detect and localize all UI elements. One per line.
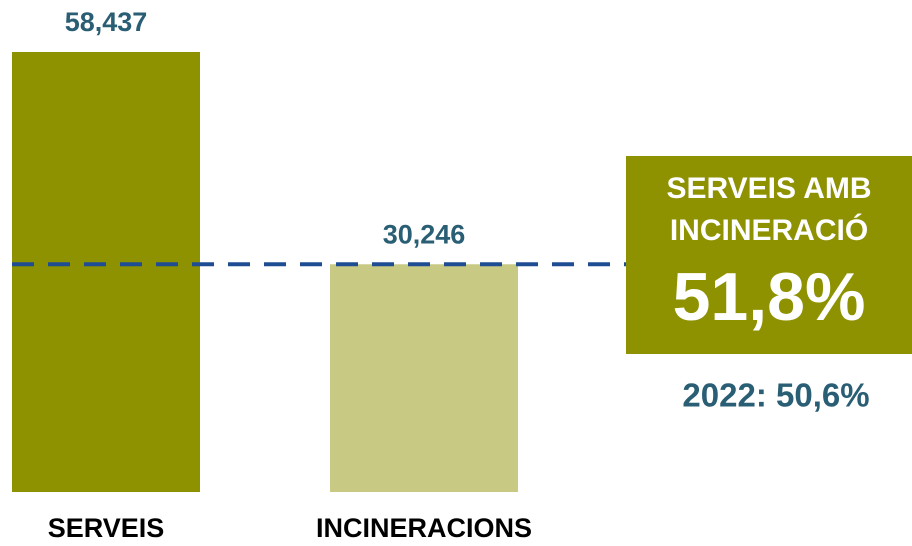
annotation-previous: 2022: 50,6% xyxy=(682,377,869,414)
annotation-title: INCINERACIÓ xyxy=(670,213,868,247)
value-label: 30,246 xyxy=(383,219,466,249)
bar xyxy=(12,52,200,492)
category-label: INCINERACIONS xyxy=(316,513,532,543)
value-label: 58,437 xyxy=(65,7,148,37)
annotation-box xyxy=(626,156,912,354)
annotation-value: 51,8% xyxy=(673,259,866,335)
bar xyxy=(330,264,518,492)
annotation-title: SERVEIS AMB xyxy=(666,172,871,205)
category-label: SERVEIS xyxy=(48,513,165,543)
